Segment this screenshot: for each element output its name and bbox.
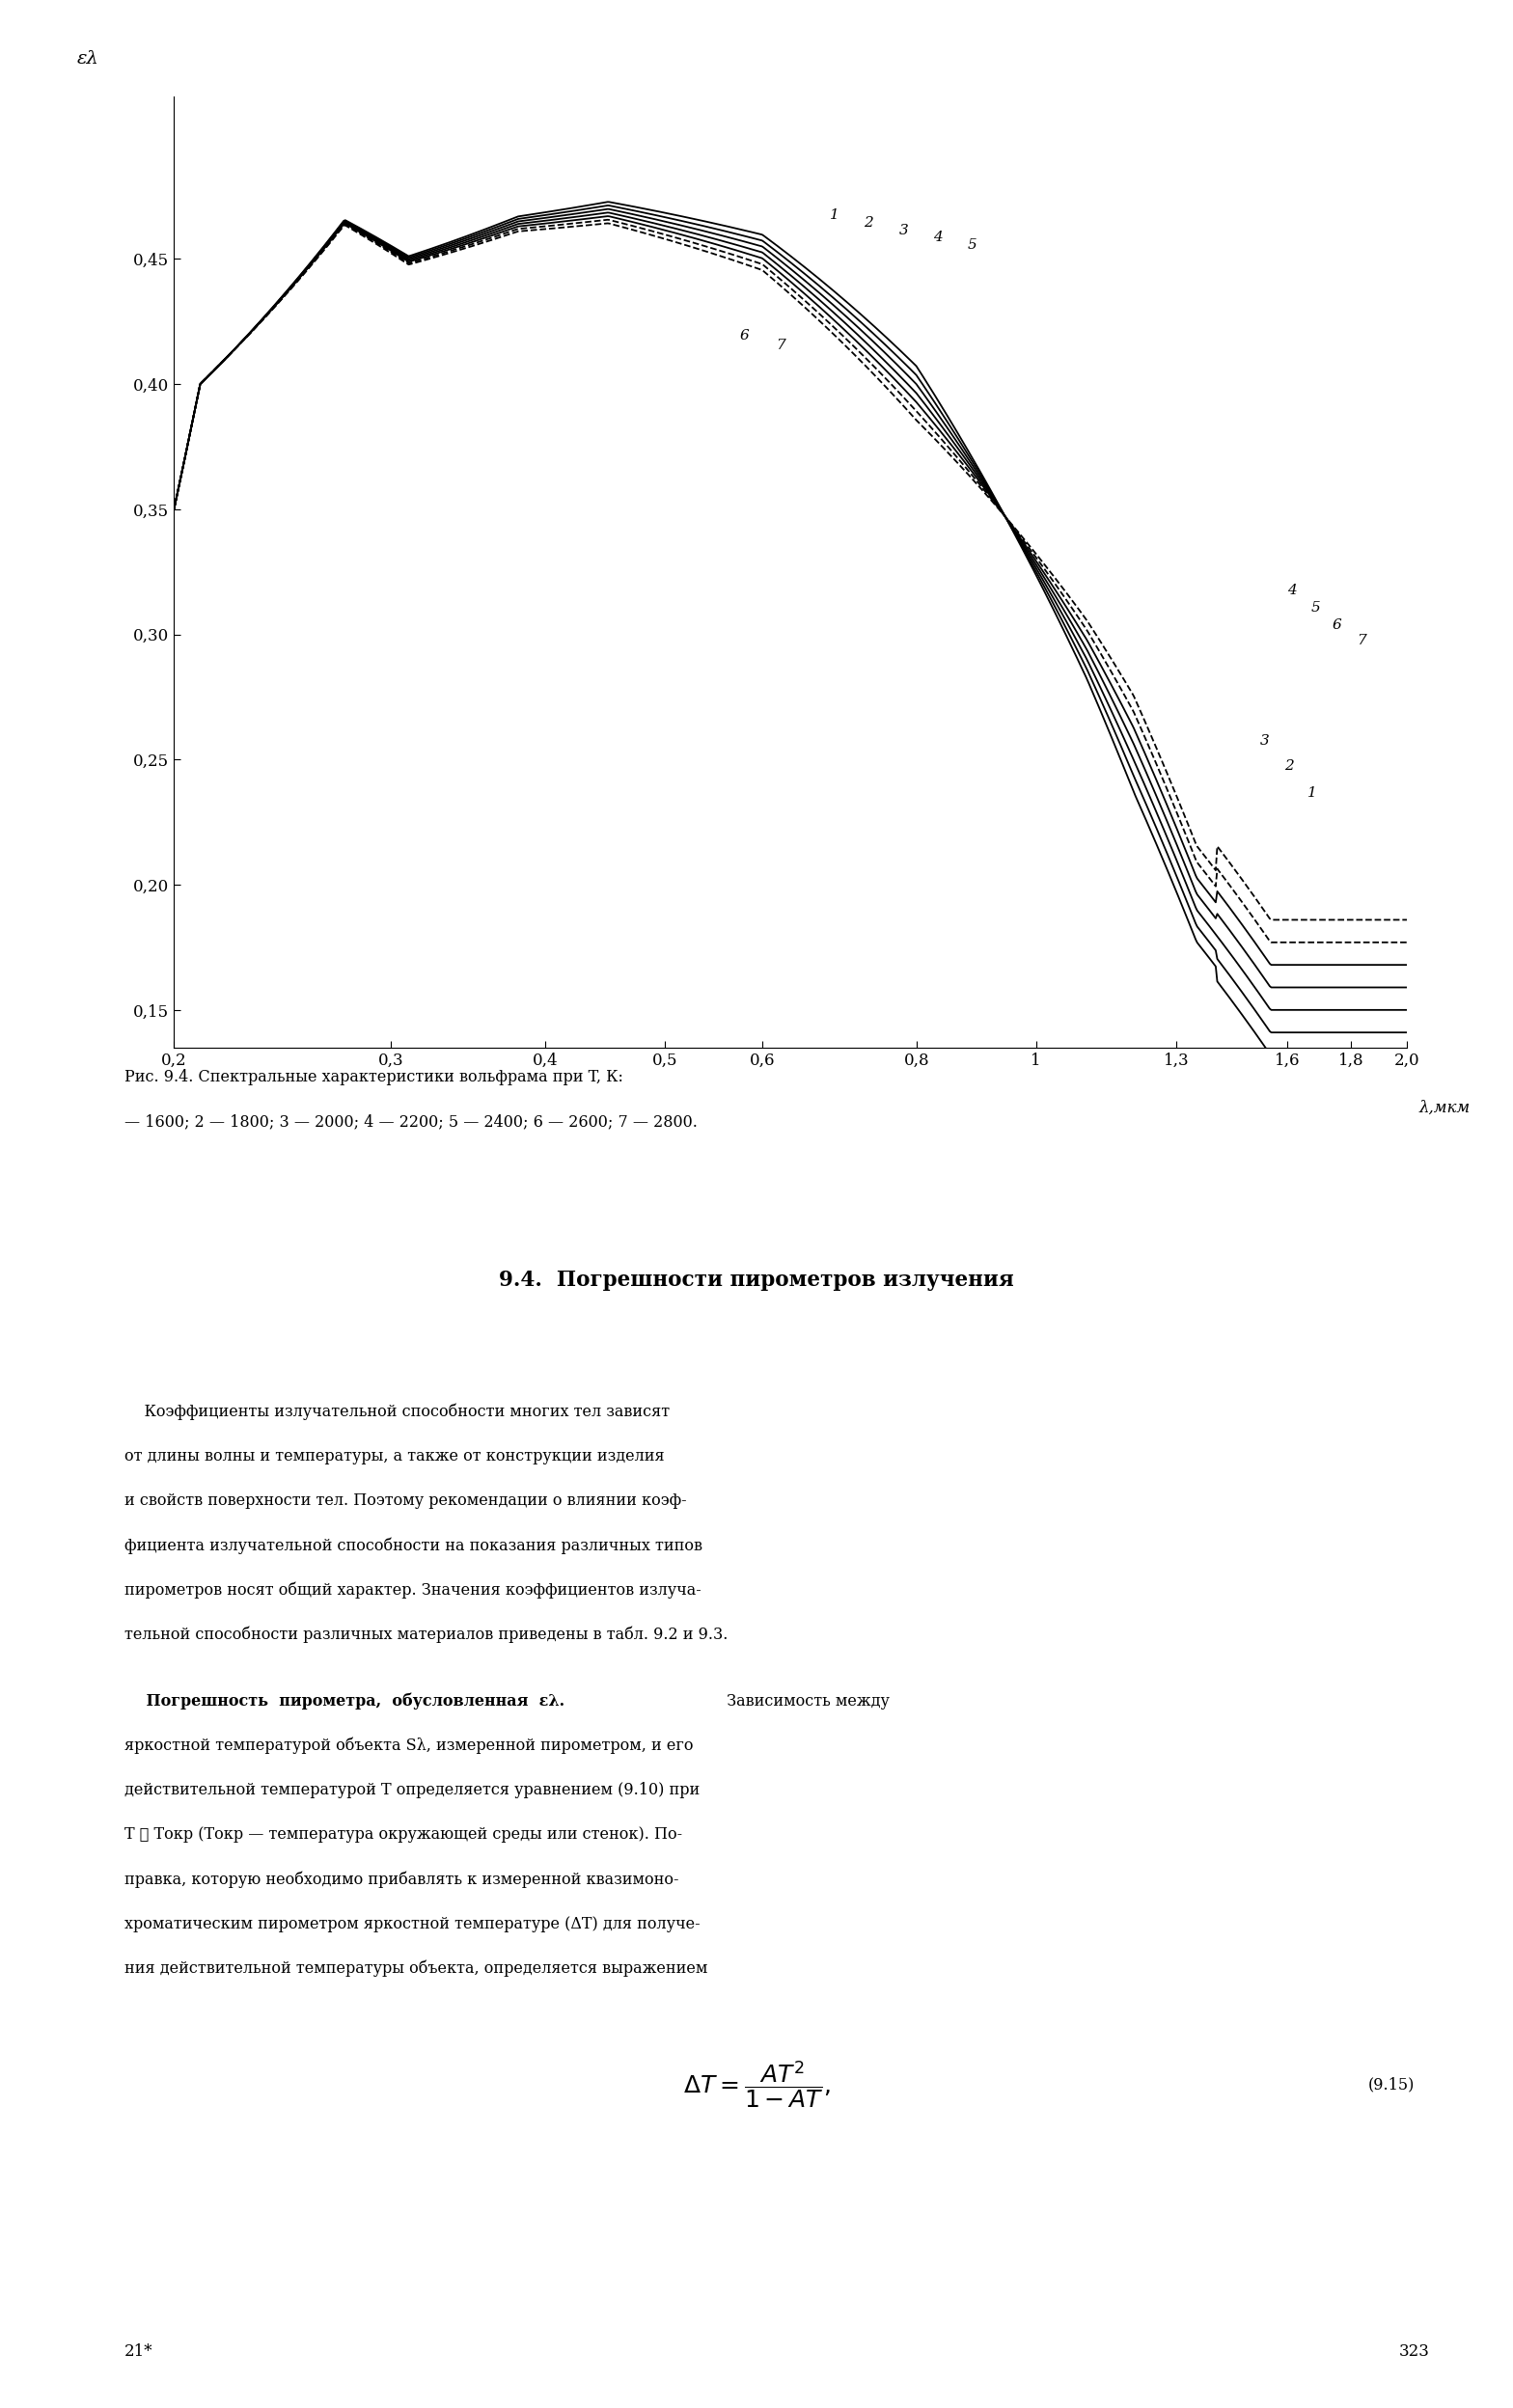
Text: Коэффициенты излучательной способности многих тел зависят: Коэффициенты излучательной способности м… [124,1404,669,1421]
Text: действительной температурой T определяется уравнением (9.10) при: действительной температурой T определяет… [124,1782,699,1799]
Text: 6: 6 [740,327,749,342]
Text: T ≫ Tокр (Tокр — температура окружающей среды или стенок). По-: T ≫ Tокр (Tокр — температура окружающей … [124,1825,682,1842]
Text: 5: 5 [1310,602,1319,614]
Text: пирометров носят общий характер. Значения коэффициентов излуча-: пирометров носят общий характер. Значени… [124,1582,701,1599]
Text: правка, которую необходимо прибавлять к измеренной квазимоно-: правка, которую необходимо прибавлять к … [124,1871,678,1888]
Text: 7: 7 [1357,633,1366,648]
Text: 1: 1 [829,209,838,222]
Text: ния действительной температуры объекта, определяется выражением: ния действительной температуры объекта, … [124,1960,707,1977]
Text: яркостной температурой объекта Sλ, измеренной пирометром, и его: яркостной температурой объекта Sλ, измер… [124,1736,693,1755]
Text: 2: 2 [864,217,873,229]
Text: 5: 5 [967,238,977,253]
Text: — 1600; 2 — 1800; 3 — 2000; 4 — 2200; 5 — 2400; 6 — 2600; 7 — 2800.: — 1600; 2 — 1800; 3 — 2000; 4 — 2200; 5 … [124,1112,697,1129]
Text: λ,мкм: λ,мкм [1419,1100,1471,1117]
Text: Погрешность  пирометра,  обусловленная  ελ.: Погрешность пирометра, обусловленная ελ. [124,1693,564,1710]
Text: 4: 4 [934,231,943,243]
Text: (9.15): (9.15) [1368,2076,1415,2093]
Text: 21*: 21* [124,2343,153,2360]
Text: 323: 323 [1400,2343,1430,2360]
Text: 6: 6 [1333,619,1342,633]
Text: $\Delta T = \dfrac{AT^2}{1 - AT},$: $\Delta T = \dfrac{AT^2}{1 - AT},$ [682,2059,831,2109]
Text: фициента излучательной способности на показания различных типов: фициента излучательной способности на по… [124,1536,702,1553]
Text: 7: 7 [776,340,785,352]
Text: хроматическим пирометром яркостной температуре (ΔT) для получе-: хроматическим пирометром яркостной темпе… [124,1914,701,1931]
Text: от длины волны и температуры, а также от конструкции изделия: от длины волны и температуры, а также от… [124,1447,664,1464]
Text: Зависимость между: Зависимость между [722,1693,890,1710]
Text: ελ: ελ [77,51,98,67]
Text: 9.4.  Погрешности пирометров излучения: 9.4. Погрешности пирометров излучения [499,1269,1014,1291]
Text: тельной способности различных материалов приведены в табл. 9.2 и 9.3.: тельной способности различных материалов… [124,1625,728,1642]
Text: 4: 4 [1288,583,1297,597]
Text: 3: 3 [1260,734,1269,746]
Text: 1: 1 [1307,787,1316,799]
Text: 2: 2 [1285,759,1294,773]
Text: Рис. 9.4. Спектральные характеристики вольфрама при T, К:: Рис. 9.4. Спектральные характеристики во… [124,1069,623,1086]
Text: 3: 3 [899,224,909,236]
Text: и свойств поверхности тел. Поэтому рекомендации о влиянии коэф-: и свойств поверхности тел. Поэтому реком… [124,1493,687,1510]
